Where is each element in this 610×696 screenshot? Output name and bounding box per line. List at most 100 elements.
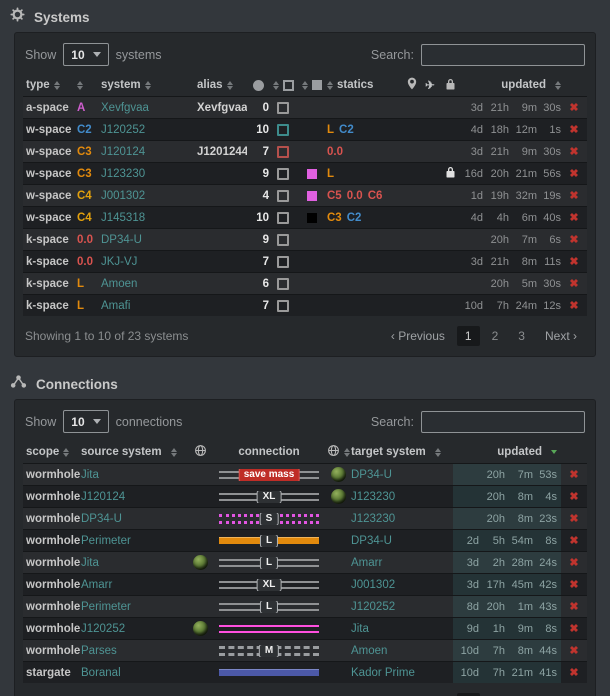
delete-button[interactable]: ✖ bbox=[569, 535, 579, 547]
signature-count: 9 bbox=[262, 167, 269, 180]
connection-line[interactable]: save mass bbox=[219, 468, 319, 481]
status-checkbox[interactable] bbox=[277, 101, 289, 114]
status-checkbox[interactable] bbox=[277, 277, 289, 290]
source-system-link[interactable]: Jita bbox=[81, 468, 99, 481]
sort-icon[interactable] bbox=[555, 80, 561, 90]
connection-badge: XL bbox=[256, 490, 282, 503]
status-checkbox[interactable] bbox=[277, 123, 289, 136]
connection-line[interactable]: XL bbox=[219, 578, 319, 591]
delete-button[interactable]: ✖ bbox=[569, 491, 579, 503]
sort-icon[interactable] bbox=[53, 80, 60, 90]
delete-button[interactable]: ✖ bbox=[569, 667, 579, 679]
source-system-link[interactable]: Amarr bbox=[81, 578, 113, 591]
source-system-link[interactable]: Parses bbox=[81, 644, 117, 657]
page-length-select[interactable]: 10 bbox=[63, 410, 109, 433]
connection-line[interactable]: L bbox=[219, 534, 319, 547]
system-link[interactable]: Xevfgvaa bbox=[101, 101, 149, 114]
connection-line[interactable]: L bbox=[219, 556, 319, 569]
pagination-page[interactable]: 1 bbox=[456, 326, 480, 346]
connection-line[interactable]: XL bbox=[219, 490, 319, 503]
status-checkbox[interactable] bbox=[277, 255, 289, 268]
status-checkbox[interactable] bbox=[277, 211, 289, 224]
connection-line[interactable] bbox=[219, 623, 319, 635]
connections-table-header: scope source system connection target sy… bbox=[23, 441, 587, 463]
sort-icon[interactable] bbox=[272, 80, 279, 90]
delete-button[interactable]: ✖ bbox=[569, 124, 579, 136]
sort-icon[interactable] bbox=[63, 447, 70, 457]
signature-count: 7 bbox=[262, 145, 269, 158]
status-checkbox[interactable] bbox=[277, 233, 289, 246]
system-link[interactable]: Amafi bbox=[101, 299, 131, 312]
target-system-link[interactable]: Kador Prime bbox=[351, 666, 415, 679]
source-system-link[interactable]: J120124 bbox=[81, 490, 126, 503]
target-system-link[interactable]: J123230 bbox=[351, 512, 396, 525]
delete-button[interactable]: ✖ bbox=[569, 557, 579, 569]
system-link[interactable]: J145318 bbox=[101, 211, 146, 224]
delete-button[interactable]: ✖ bbox=[569, 102, 579, 114]
target-system-link[interactable]: DP34-U bbox=[351, 534, 392, 547]
delete-button[interactable]: ✖ bbox=[569, 168, 579, 180]
source-system-link[interactable]: Perimeter bbox=[81, 534, 131, 547]
sort-icon[interactable] bbox=[170, 447, 177, 457]
connection-line[interactable]: M bbox=[219, 644, 319, 657]
pagination-page[interactable]: 2 bbox=[491, 329, 499, 343]
target-system-link[interactable]: J120252 bbox=[351, 600, 396, 613]
target-system-link[interactable]: J123230 bbox=[351, 490, 396, 503]
pagination-page[interactable]: 3 bbox=[518, 329, 525, 343]
security-class: C4 bbox=[77, 211, 92, 224]
system-link[interactable]: Amoen bbox=[101, 277, 138, 290]
sort-icon[interactable] bbox=[343, 447, 350, 457]
target-system-link[interactable]: J001302 bbox=[351, 578, 396, 591]
system-link[interactable]: J123230 bbox=[101, 167, 146, 180]
delete-button[interactable]: ✖ bbox=[569, 212, 579, 224]
target-system-link[interactable]: Jita bbox=[351, 622, 369, 635]
delete-button[interactable]: ✖ bbox=[569, 579, 579, 591]
system-link[interactable]: DP34-U bbox=[101, 233, 142, 246]
sort-icon[interactable] bbox=[434, 447, 441, 457]
connection-badge: S bbox=[259, 512, 279, 525]
sort-icon[interactable] bbox=[302, 80, 308, 90]
delete-button[interactable]: ✖ bbox=[569, 300, 579, 312]
target-system-link[interactable]: Amoen bbox=[351, 644, 388, 657]
status-checkbox[interactable] bbox=[277, 167, 289, 180]
sort-icon[interactable] bbox=[77, 80, 83, 90]
delete-button[interactable]: ✖ bbox=[569, 278, 579, 290]
source-system-link[interactable]: J120252 bbox=[81, 622, 126, 635]
systems-search-input[interactable] bbox=[421, 43, 585, 66]
delete-button[interactable]: ✖ bbox=[569, 469, 579, 481]
sort-icon[interactable] bbox=[327, 80, 333, 90]
connections-search-input[interactable] bbox=[421, 410, 585, 433]
pagination-previous[interactable]: ‹ Previous bbox=[390, 329, 445, 343]
source-system-link[interactable]: Perimeter bbox=[81, 600, 131, 613]
status-checkbox[interactable] bbox=[277, 189, 289, 202]
system-link[interactable]: J120252 bbox=[101, 123, 146, 136]
status-checkbox[interactable] bbox=[277, 299, 289, 312]
delete-button[interactable]: ✖ bbox=[569, 146, 579, 158]
page-length-select[interactable]: 10 bbox=[63, 43, 109, 66]
pagination-next[interactable]: Next › bbox=[544, 329, 577, 343]
source-system-link[interactable]: DP34-U bbox=[81, 512, 122, 525]
target-system-link[interactable]: Amarr bbox=[351, 556, 383, 569]
delete-button[interactable]: ✖ bbox=[569, 601, 579, 613]
pagination-page[interactable]: 1 bbox=[456, 693, 480, 696]
sort-icon[interactable] bbox=[226, 80, 233, 90]
target-system-link[interactable]: DP34-U bbox=[351, 468, 392, 481]
sort-icon-active[interactable] bbox=[551, 450, 557, 454]
connection-line[interactable]: L bbox=[219, 600, 319, 613]
source-system-link[interactable]: Jita bbox=[81, 556, 99, 569]
delete-button[interactable]: ✖ bbox=[569, 234, 579, 246]
delete-button[interactable]: ✖ bbox=[569, 623, 579, 635]
sort-icon[interactable] bbox=[144, 80, 151, 90]
table-row: w-space C2 J120252 10 L C2 4d 18h 12m 1s ✖ bbox=[23, 118, 587, 140]
delete-button[interactable]: ✖ bbox=[569, 190, 579, 202]
status-checkbox[interactable] bbox=[277, 145, 289, 158]
system-link[interactable]: JKJ-VJ bbox=[101, 255, 138, 268]
source-system-link[interactable]: Boranal bbox=[81, 666, 121, 679]
system-link[interactable]: J001302 bbox=[101, 189, 146, 202]
system-link[interactable]: J120124 bbox=[101, 145, 146, 158]
connection-line[interactable]: S bbox=[219, 512, 319, 525]
delete-button[interactable]: ✖ bbox=[569, 645, 579, 657]
connection-line[interactable] bbox=[219, 667, 319, 679]
delete-button[interactable]: ✖ bbox=[569, 513, 579, 525]
delete-button[interactable]: ✖ bbox=[569, 256, 579, 268]
